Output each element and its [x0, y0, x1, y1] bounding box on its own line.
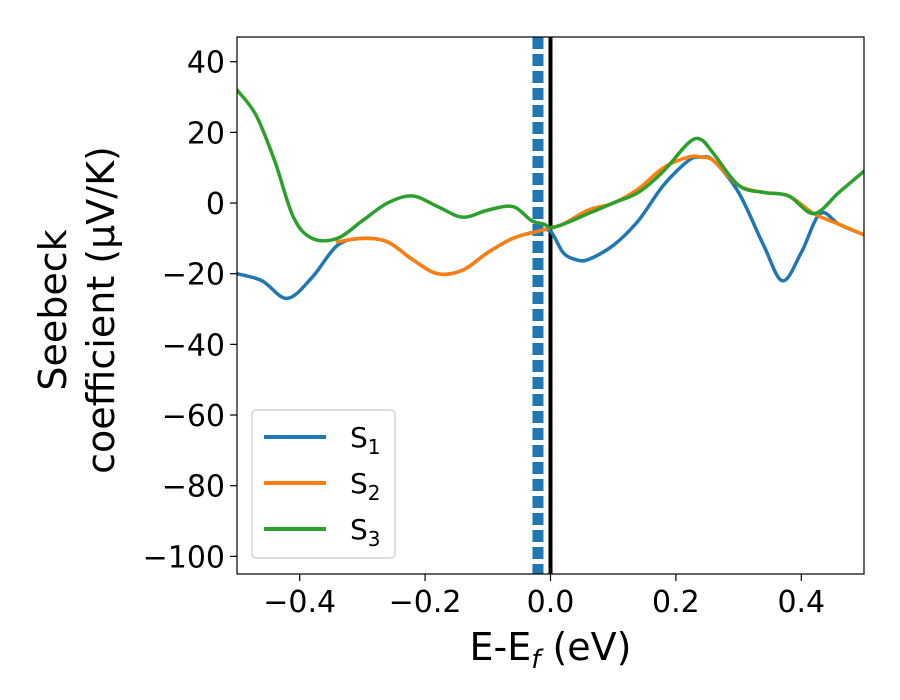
y-tick-label: 40	[187, 46, 225, 81]
legend-label-s2: S2	[350, 467, 381, 505]
y-tick-label: −100	[143, 540, 225, 575]
x-axis-label: E-Ef (eV)	[470, 625, 632, 675]
y-axis: 40 20 0 −20 −40 −60 −80 −100	[143, 46, 237, 575]
plot-area	[237, 37, 864, 574]
y-tick-label: −60	[162, 399, 225, 434]
y-tick-label: −80	[162, 470, 225, 505]
y-tick-label: −20	[162, 258, 225, 293]
y-axis-label-line2: coefficient (μV/K)	[79, 146, 123, 474]
series-line-s3	[237, 88, 864, 243]
x-tick-label: −0.4	[263, 585, 336, 620]
x-tick-label: 0.4	[777, 585, 825, 620]
legend-label-s1: S1	[350, 421, 381, 459]
legend-label-s3: S3	[350, 513, 381, 551]
y-tick-label: −40	[162, 328, 225, 363]
x-tick-label: −0.2	[389, 585, 462, 620]
x-axis: −0.4 −0.2 0.0 0.2 0.4	[263, 574, 825, 620]
series-line-s2	[335, 154, 864, 277]
y-tick-label: 20	[187, 116, 225, 151]
x-tick-label: 0.0	[527, 585, 575, 620]
y-axis-label-line1: Seebeck	[31, 229, 75, 390]
y-axis-label: Seebeck coefficient (μV/K)	[31, 146, 123, 474]
legend: S1 S2 S3	[251, 409, 396, 559]
y-tick-label: 0	[206, 187, 225, 222]
x-tick-label: 0.2	[652, 585, 700, 620]
